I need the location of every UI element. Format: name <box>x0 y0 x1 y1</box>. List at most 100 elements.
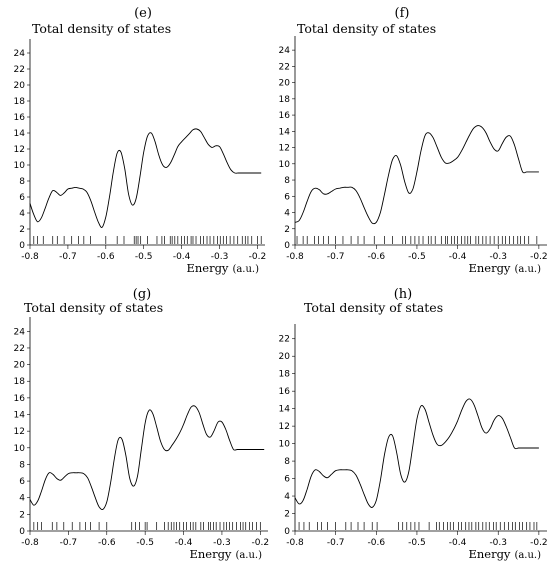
x-tick-label: -0.8 <box>21 252 39 262</box>
x-tick-label: -0.4 <box>173 252 191 262</box>
panel-label: (h) <box>394 287 413 302</box>
y-tick-label: 0 <box>284 241 290 251</box>
x-tick-label: -0.3 <box>489 538 507 548</box>
x-axis-label-name: Energy <box>468 261 510 275</box>
y-tick-label: 10 <box>14 444 26 454</box>
y-tick-label: 16 <box>279 387 291 397</box>
y-tick-label: 16 <box>14 394 26 404</box>
panel-label: (e) <box>134 6 152 21</box>
y-tick-label: 20 <box>279 79 291 89</box>
y-tick-label: 18 <box>279 370 291 380</box>
y-tick-label: 12 <box>279 144 290 154</box>
x-tick-label: -0.6 <box>368 538 386 548</box>
x-tick-label: -0.3 <box>213 538 231 548</box>
y-tick-label: 22 <box>279 335 290 345</box>
x-tick-label: -0.2 <box>249 252 267 262</box>
x-axis-label-unit: (a.u.) <box>232 264 259 275</box>
x-tick-label: -0.8 <box>286 252 304 262</box>
dos-series-line <box>29 128 262 228</box>
x-tick-label: -0.7 <box>327 252 345 262</box>
x-axis-label-name: Energy <box>186 261 228 275</box>
dos-panel-h: (h)Total density of states 0 2 4 6 8 10 12 14 16 1… <box>279 287 548 561</box>
chart-title: Total density of states <box>24 300 163 315</box>
y-tick-label: 8 <box>284 457 290 467</box>
y-tick-label: 4 <box>284 492 290 502</box>
y-tick-label: 12 <box>279 422 290 432</box>
y-tick-label: 10 <box>14 161 26 171</box>
chart-title: Total density of states <box>297 21 436 36</box>
y-tick-label: 18 <box>279 95 291 105</box>
x-tick-label: -0.3 <box>211 252 229 262</box>
y-tick-label: 16 <box>279 111 291 121</box>
y-tick-label: 2 <box>19 225 25 235</box>
dos-series-line <box>294 125 539 225</box>
x-axis-label-unit: (a.u.) <box>514 550 541 561</box>
x-tick-label: -0.4 <box>449 252 467 262</box>
x-tick-label: -0.8 <box>286 538 304 548</box>
y-tick-label: 24 <box>14 49 26 59</box>
y-tick-label: 24 <box>279 46 291 56</box>
y-tick-label: 12 <box>14 427 25 437</box>
x-axis-label: Energy (a.u.) <box>189 547 262 561</box>
x-tick-label: -0.6 <box>98 538 116 548</box>
y-tick-label: 4 <box>284 209 290 219</box>
dos-series-line <box>29 405 265 511</box>
x-tick-label: -0.2 <box>252 538 270 548</box>
y-tick-label: 18 <box>14 377 26 387</box>
x-tick-label: -0.4 <box>175 538 193 548</box>
x-tick-label: -0.2 <box>530 538 548 548</box>
x-tick-label: -0.7 <box>59 252 77 262</box>
y-tick-label: 14 <box>14 129 26 139</box>
x-tick-label: -0.6 <box>97 252 115 262</box>
x-tick-label: -0.4 <box>449 538 467 548</box>
x-axis-label-name: Energy <box>468 547 510 561</box>
x-axis-label: Energy (a.u.) <box>186 261 259 275</box>
x-tick-label: -0.5 <box>408 538 426 548</box>
x-tick-label: -0.2 <box>530 252 548 262</box>
y-tick-label: 22 <box>14 344 25 354</box>
y-tick-label: 0 <box>19 241 25 251</box>
x-tick-label: -0.7 <box>327 538 345 548</box>
y-tick-label: 2 <box>284 510 290 520</box>
y-tick-label: 6 <box>284 475 290 485</box>
x-tick-label: -0.5 <box>408 252 426 262</box>
x-axis-label-unit: (a.u.) <box>235 550 262 561</box>
y-tick-label: 2 <box>19 510 25 520</box>
y-tick-label: 6 <box>19 477 25 487</box>
y-tick-label: 24 <box>14 327 26 337</box>
x-tick-label: -0.3 <box>489 252 507 262</box>
y-tick-label: 14 <box>14 411 26 421</box>
chart-title: Total density of states <box>304 300 443 315</box>
y-tick-label: 8 <box>19 460 25 470</box>
y-tick-label: 8 <box>19 177 25 187</box>
y-tick-label: 14 <box>279 127 291 137</box>
y-tick-label: 16 <box>14 113 26 123</box>
y-tick-label: 2 <box>284 225 290 235</box>
y-tick-label: 0 <box>284 527 290 537</box>
dos-panel-f: (f)Total density of states02468101214161… <box>279 6 548 275</box>
x-tick-label: -0.5 <box>136 538 154 548</box>
y-tick-label: 18 <box>14 97 26 107</box>
y-tick-label: 20 <box>279 352 291 362</box>
dos-series-line <box>294 398 539 508</box>
panel-label: (g) <box>133 287 151 302</box>
y-tick-label: 10 <box>279 440 291 450</box>
y-tick-label: 20 <box>14 361 26 371</box>
x-axis-label: Energy (a.u.) <box>468 261 541 275</box>
x-tick-label: -0.6 <box>368 252 386 262</box>
x-tick-label: -0.7 <box>60 538 78 548</box>
x-axis-label-unit: (a.u.) <box>514 264 541 275</box>
y-tick-label: 0 <box>19 527 25 537</box>
y-tick-label: 14 <box>279 405 291 415</box>
x-tick-label: -0.8 <box>21 538 39 548</box>
y-tick-label: 12 <box>14 145 25 155</box>
y-tick-label: 4 <box>19 494 25 504</box>
chart-title: Total density of states <box>32 21 171 36</box>
dos-panel-g: (g)Total density of states02468101214161… <box>14 287 270 561</box>
panel-label: (f) <box>395 6 410 21</box>
x-axis-label-name: Energy <box>189 547 231 561</box>
y-tick-label: 6 <box>19 193 25 203</box>
y-tick-label: 22 <box>14 65 25 75</box>
y-tick-label: 6 <box>284 192 290 202</box>
